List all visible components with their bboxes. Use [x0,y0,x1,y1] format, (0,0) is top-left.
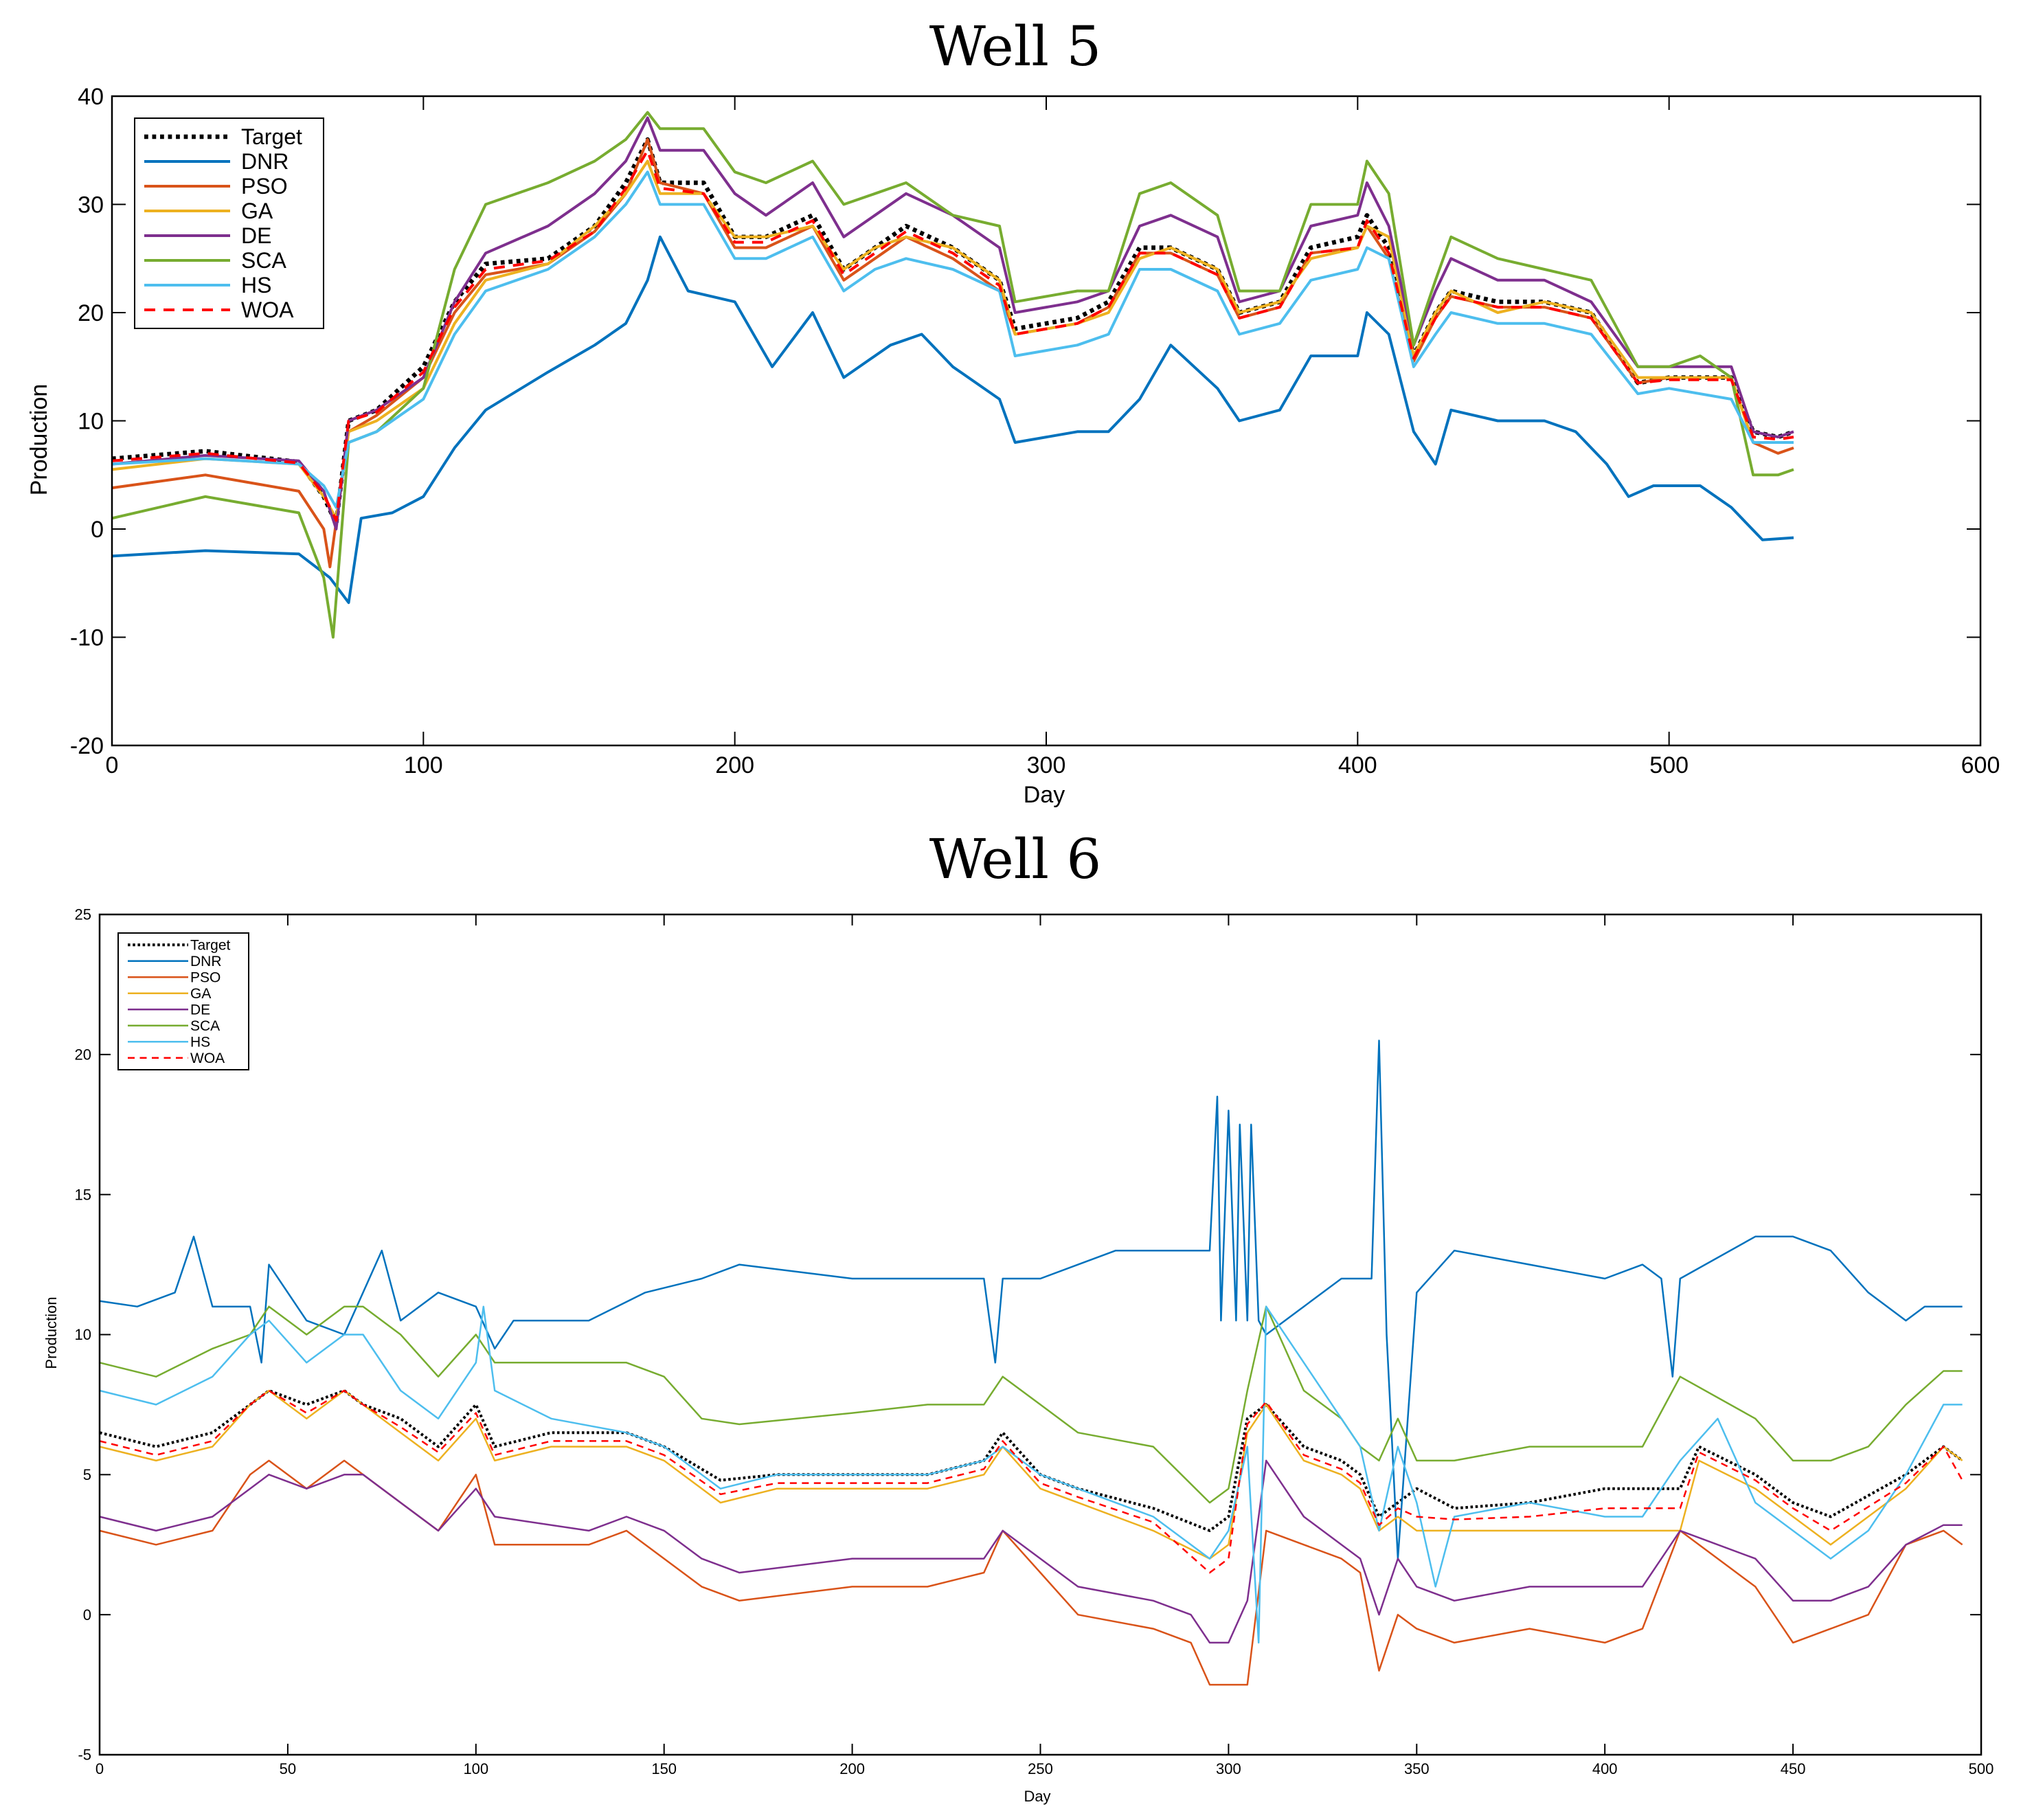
axes-frame [111,95,1982,747]
y-tick-label: 20 [78,300,104,326]
x-tick-label: 600 [1961,752,2000,778]
y-axis-label: Production [43,1296,60,1369]
legend-label-target: Target [190,938,231,954]
legend-label-de: DE [190,1002,210,1018]
x-tick-label: 0 [106,752,119,778]
legend-label-sca: SCA [241,248,286,273]
x-tick-label: 500 [1969,1760,1994,1777]
legend-label-woa: WOA [241,297,294,322]
y-tick-label: 15 [75,1186,91,1203]
series-line-ga [99,1389,1963,1560]
y-tick-label: 5 [83,1466,91,1483]
x-tick-label: 100 [404,752,443,778]
x-tick-label: 100 [463,1760,488,1777]
x-axis-label: Day [1024,1788,1050,1805]
x-tick-label: 300 [1027,752,1066,778]
series-line-sca [99,1305,1963,1504]
series-line-dnr [111,235,1794,605]
legend-label-hs: HS [190,1035,210,1051]
legend-label-dnr: DNR [241,149,289,174]
y-tick-label: -10 [70,625,104,651]
y-tick-label: 0 [91,517,104,543]
x-tick-label: 250 [1028,1760,1053,1777]
chart-title: Well 6 [929,827,1102,891]
legend-label-ga: GA [241,199,273,223]
plot-area [112,96,1980,745]
y-tick-label: -5 [78,1746,91,1764]
chart-well-5: Well 5 Day Production 0 100 200 300 400 500 60… [26,14,2000,808]
x-tick-label: 400 [1592,1760,1618,1777]
x-tick-label: 500 [1649,752,1689,778]
series-line-pso [111,138,1794,569]
series-line-woa [111,148,1794,522]
y-tick-label: 10 [75,1326,91,1343]
x-tick-label: 400 [1338,752,1377,778]
x-tick-label: 450 [1781,1760,1806,1777]
plot-area [100,914,1981,1755]
y-tick-label: 25 [75,906,91,923]
x-tick-label: 350 [1404,1760,1430,1777]
y-axis-label: Production [26,384,52,496]
legend-label-target: Target [241,124,302,149]
x-tick-label: 200 [715,752,754,778]
x-tick-label: 300 [1216,1760,1241,1777]
x-tick-label: 0 [95,1760,104,1777]
x-tick-label: 150 [651,1760,677,1777]
legend-label-de: DE [241,223,271,248]
series-line-dnr [99,1040,1963,1560]
legend-box [134,117,324,329]
legend-label-woa: WOA [190,1051,225,1066]
x-tick-label: 200 [839,1760,865,1777]
chart-well-6: Well 6 Day Production 0 50 100 150 200 250 300… [43,827,1994,1805]
y-tick-label: 10 [78,408,104,434]
series-line-hs [99,1305,1963,1644]
legend-label-dnr: DNR [190,954,222,969]
series-line-woa [99,1389,1963,1574]
legend-label-pso: PSO [190,970,221,986]
y-tick-label: 30 [78,192,104,218]
y-tick-label: 0 [83,1606,91,1624]
y-tick-label: 40 [78,84,104,110]
series-line-de [99,1459,1963,1644]
series-line-sca [111,111,1794,639]
series-line-hs [111,170,1794,509]
x-axis-label: Day [1024,782,1065,808]
legend-label-ga: GA [190,986,211,1002]
x-tick-label: 50 [280,1760,296,1777]
series-line-de [111,116,1794,530]
legend-label-pso: PSO [241,174,288,199]
legend-box [117,932,249,1070]
y-tick-label: 20 [75,1046,91,1064]
legend-label-hs: HS [241,273,271,297]
legend-label-sca: SCA [190,1018,220,1034]
axes-frame [98,913,1983,1756]
chart-title: Well 5 [929,14,1102,78]
y-tick-label: -20 [70,733,104,759]
